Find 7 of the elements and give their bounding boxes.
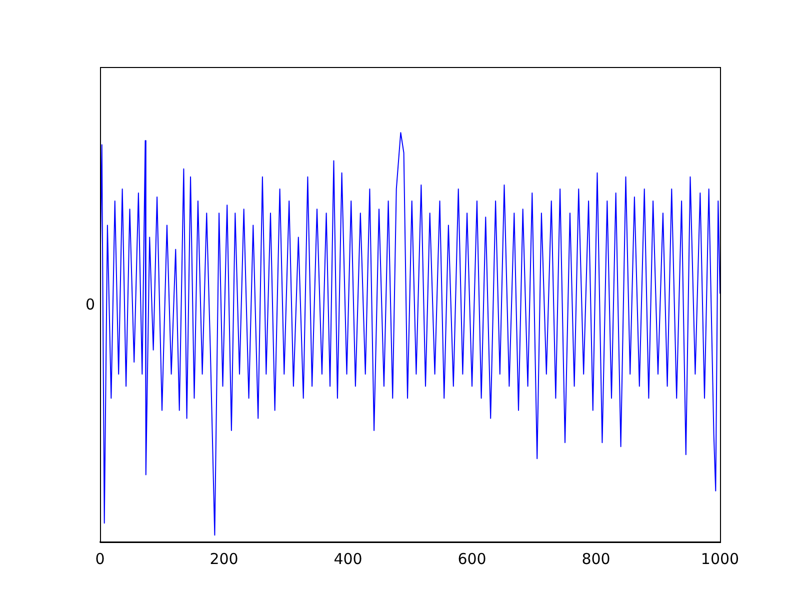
x-tick-label: 600: [458, 550, 486, 568]
x-tick-label: 0: [95, 550, 105, 568]
x-tick-label: 1000: [700, 550, 740, 568]
text: 0: [85, 295, 95, 314]
x-tick-label: 400: [334, 550, 362, 568]
x-tick-label: 800: [582, 550, 610, 568]
x-tick-label: 200: [210, 550, 238, 568]
